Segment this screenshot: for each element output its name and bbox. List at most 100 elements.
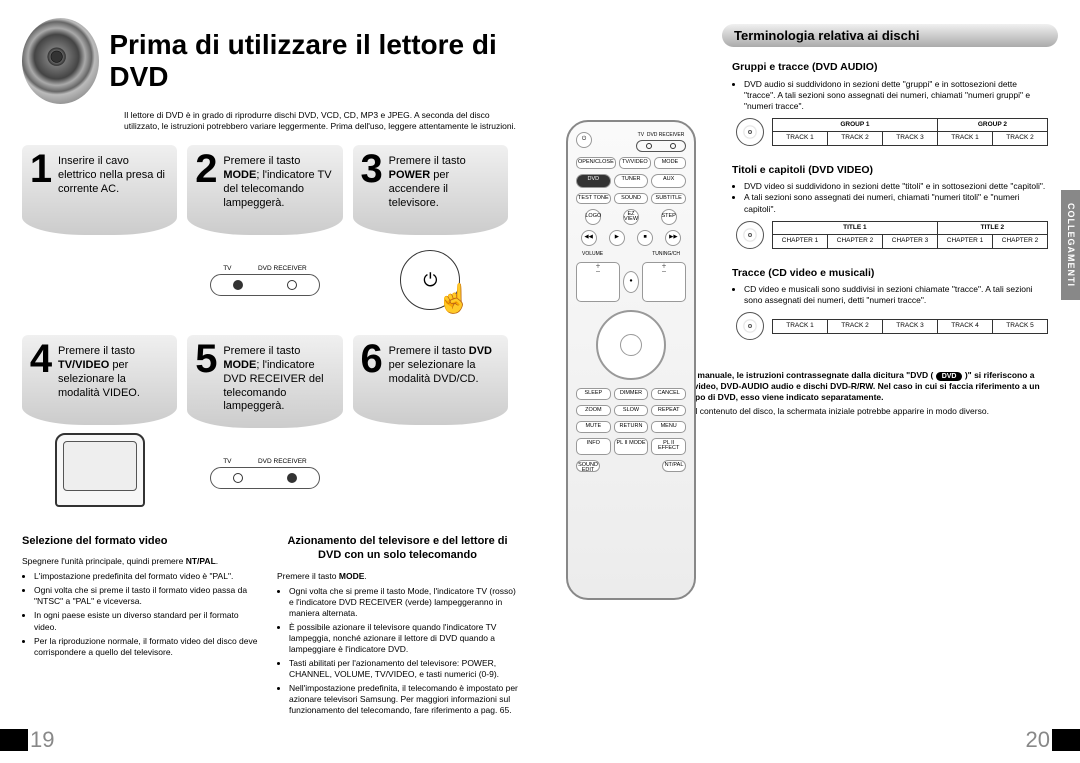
list-item: Nell'impostazione predefinita, il teleco… bbox=[289, 683, 518, 716]
remote-btn: TEST TONE bbox=[576, 193, 611, 205]
selezione-lead: Spegnere l'unità principale, quindi prem… bbox=[22, 556, 263, 567]
step-5: 5Premere il tasto MODE; l'indicatore DVD… bbox=[187, 335, 342, 518]
group-cell: GROUP 2 bbox=[938, 118, 1048, 132]
sub-sections: Selezione del formato video Spegnere l'u… bbox=[22, 534, 518, 719]
tracce-list: CD video e musicali sono suddivisi in se… bbox=[732, 284, 1048, 306]
list-item: Per la riproduzione normale, il formato … bbox=[34, 636, 263, 658]
group-cell: GROUP 1 bbox=[772, 118, 938, 132]
remote-btn: DIMMER bbox=[614, 388, 649, 400]
track-cell: TRACK 2 bbox=[828, 132, 883, 145]
step-text: Premere il tasto MODE; l'indicatore DVD … bbox=[223, 341, 334, 414]
step-illus-blank bbox=[353, 425, 508, 515]
list-item: Tasti abilitati per l'azionamento del te… bbox=[289, 658, 518, 680]
gruppi-diagram: GROUP 1GROUP 2 TRACK 1TRACK 2TRACK 3TRAC… bbox=[736, 118, 1048, 146]
step-text: Premere il tasto TV/VIDEO per selezionar… bbox=[58, 341, 169, 400]
page-bar bbox=[1052, 729, 1080, 751]
remote-btn: OPEN/CLOSE bbox=[576, 157, 616, 169]
remote-tv-label: TV bbox=[638, 132, 644, 138]
remote-btn: AUX bbox=[651, 174, 686, 188]
power-icon: ⏻☝ bbox=[400, 250, 460, 310]
remote-btn: PL II EFFECT bbox=[651, 438, 686, 455]
track-cell: TRACK 1 bbox=[772, 320, 828, 333]
step-illus-power: ⏻☝ bbox=[353, 235, 508, 325]
steps-grid: 1Inserire il cavo elettrico nella presa … bbox=[22, 145, 508, 518]
hand-icon: ☝ bbox=[436, 282, 471, 315]
track-cell: TRACK 5 bbox=[993, 320, 1048, 333]
azionamento-list: Ogni volta che si preme il tasto Mode, l… bbox=[277, 586, 518, 717]
selezione-list: L'impostazione predefinita del formato v… bbox=[22, 571, 263, 657]
side-tab: COLLEGAMENTI bbox=[1061, 190, 1080, 300]
disc-icon bbox=[736, 312, 764, 340]
page-title: Prima di utilizzare il lettore di DVD bbox=[109, 29, 518, 93]
remote-btn: SLOW bbox=[614, 405, 649, 417]
terminologia-header: Terminologia relativa ai dischi bbox=[722, 24, 1058, 47]
switch-icon bbox=[210, 274, 320, 296]
step-num: 5 bbox=[193, 341, 219, 377]
remote-btn: NT/PAL bbox=[662, 460, 686, 472]
list-item: Ogni volta che si preme il tasto Mode, l… bbox=[289, 586, 518, 619]
list-item: Ogni volta che si preme il tasto il form… bbox=[34, 585, 263, 607]
step-num: 4 bbox=[28, 341, 54, 377]
tv-icon bbox=[55, 433, 145, 507]
titoli-diagram: TITLE 1TITLE 2 CHAPTER 1CHAPTER 2CHAPTER… bbox=[736, 221, 1048, 249]
gruppi-title: Gruppi e tracce (DVD AUDIO) bbox=[732, 61, 1048, 75]
azionamento-title: Azionamento del televisore e del lettore… bbox=[277, 534, 518, 563]
remote-illustration: ⏻TV DVD RECEIVER OPEN/CLOSETV/VIDEOMODE … bbox=[566, 120, 696, 600]
remote-btn: SOUND bbox=[614, 193, 649, 205]
remote-btn: DVD bbox=[576, 174, 611, 188]
list-item: Nel presente manuale, le istruzioni cont… bbox=[644, 370, 1048, 403]
switch-label-tv: TV bbox=[223, 265, 231, 272]
step-3: 3Premere il tasto POWER per accendere il… bbox=[353, 145, 508, 325]
step-num: 6 bbox=[359, 341, 385, 377]
track-cell: CHAPTER 2 bbox=[993, 235, 1048, 248]
step-illus-tv bbox=[22, 425, 177, 515]
step-6: 6Premere il tasto DVD per selezionare la… bbox=[353, 335, 508, 518]
azionamento-lead: Premere il tasto MODE. bbox=[277, 571, 518, 582]
step-num: 3 bbox=[359, 151, 385, 187]
track-cell: TRACK 2 bbox=[993, 132, 1048, 145]
right-page: COLLEGAMENTI ⏻TV DVD RECEIVER OPEN/CLOSE… bbox=[540, 0, 1080, 763]
remote-btn: ZOOM bbox=[576, 405, 611, 417]
remote-btn: ▶▶ bbox=[665, 230, 681, 246]
list-item: DVD video si suddividono in sezioni dett… bbox=[744, 181, 1048, 192]
step-text: Premere il tasto MODE; l'indicatore TV d… bbox=[223, 151, 334, 210]
intro-text: Il lettore di DVD è in grado di riprodur… bbox=[124, 110, 518, 131]
step-num: 1 bbox=[28, 151, 54, 187]
remote-vol-label: VOLUME bbox=[582, 251, 603, 257]
remote-btn: RETURN bbox=[614, 421, 649, 433]
switch-icon bbox=[210, 467, 320, 489]
step-illus-switch2: TVDVD RECEIVER bbox=[187, 428, 342, 518]
title-row: Prima di utilizzare il lettore di DVD bbox=[22, 18, 518, 104]
list-item: A seconda del contenuto del disco, la sc… bbox=[644, 406, 1048, 417]
titoli-title: Titoli e capitoli (DVD VIDEO) bbox=[732, 164, 1048, 178]
remote-ch-label: TUNING/CH bbox=[652, 251, 680, 257]
step-1: 1Inserire il cavo elettrico nella presa … bbox=[22, 145, 177, 325]
step-illus-blank bbox=[22, 235, 177, 325]
group-cell: TITLE 2 bbox=[938, 221, 1048, 235]
remote-btn: SLEEP bbox=[576, 388, 611, 400]
tracce-block: Tracce (CD video e musicali) CD video e … bbox=[732, 267, 1048, 341]
track-cell: CHAPTER 2 bbox=[828, 235, 883, 248]
step-4: 4Premere il tasto TV/VIDEO per seleziona… bbox=[22, 335, 177, 518]
step-text: Premere il tasto DVD per selezionare la … bbox=[389, 341, 500, 386]
remote-btn: REPEAT bbox=[651, 405, 686, 417]
page-number-right: 20 bbox=[1026, 727, 1050, 753]
track-cell: CHAPTER 1 bbox=[938, 235, 993, 248]
remote-btn: EZ VIEW bbox=[623, 209, 639, 225]
titoli-block: Titoli e capitoli (DVD VIDEO) DVD video … bbox=[732, 164, 1048, 249]
remote-btn: LOGO bbox=[585, 209, 601, 225]
remote-dpad-icon bbox=[596, 310, 666, 380]
page-bar bbox=[0, 729, 28, 751]
speaker-icon bbox=[22, 18, 99, 104]
list-item: In ogni paese esiste un diverso standard… bbox=[34, 610, 263, 632]
list-item: È possibile azionare il televisore quand… bbox=[289, 622, 518, 655]
track-cell: TRACK 3 bbox=[883, 132, 938, 145]
remote-btn: SOUND EDIT bbox=[576, 460, 600, 472]
remote-btn: TV/VIDEO bbox=[619, 157, 651, 169]
page-number-left: 19 bbox=[30, 727, 54, 753]
remote-dvdr-label: DVD RECEIVER bbox=[647, 132, 685, 138]
remote-btn: TUNER bbox=[614, 174, 649, 188]
remote-btn: ◀◀ bbox=[581, 230, 597, 246]
gruppi-list: DVD audio si suddividono in sezioni dett… bbox=[732, 79, 1048, 112]
step-text: Premere il tasto POWER per accendere il … bbox=[389, 151, 500, 210]
